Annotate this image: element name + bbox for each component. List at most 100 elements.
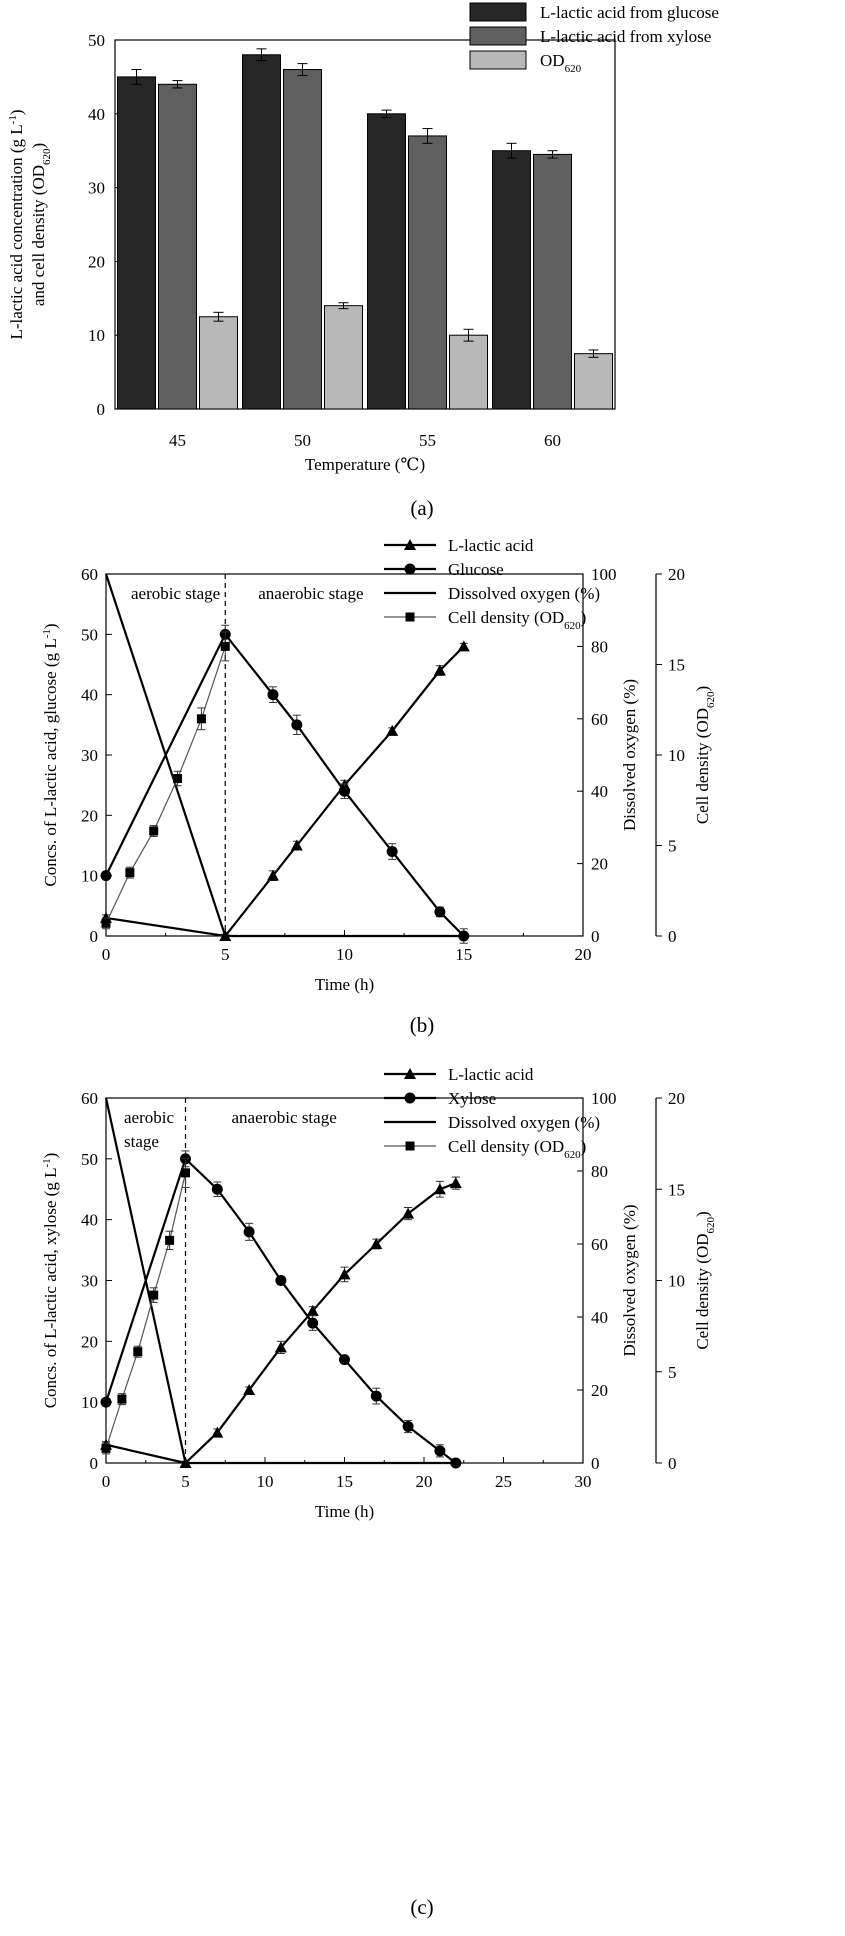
marker-square bbox=[149, 1290, 159, 1300]
legend-marker bbox=[404, 539, 416, 550]
plot-frame bbox=[114, 39, 616, 410]
y-right1-tick-label: 100 bbox=[591, 565, 617, 584]
panel-label: (a) bbox=[410, 496, 433, 520]
plot-frame bbox=[105, 573, 584, 937]
label-part: 620 bbox=[705, 1217, 717, 1234]
marker-triangle bbox=[243, 1384, 256, 1395]
y-right1-tick-label: 40 bbox=[591, 782, 608, 801]
y-tick-label: 10 bbox=[81, 1393, 98, 1412]
stage-label-left: aerobic stage bbox=[131, 584, 220, 603]
x-tick-label: 0 bbox=[102, 945, 111, 964]
y-right1-tick-label: 60 bbox=[591, 1235, 608, 1254]
legend-label: Dissolved oxygen (%) bbox=[448, 1113, 600, 1132]
legend: L-lactic acid from glucose L-lactic acid … bbox=[469, 2, 719, 75]
x-tick-label: 50 bbox=[294, 431, 311, 450]
y-tick-label: 10 bbox=[88, 326, 105, 345]
y-axis-label-right2: Cell density (OD620) bbox=[693, 1211, 717, 1349]
x-tick-label: 55 bbox=[419, 431, 436, 450]
marker-square bbox=[165, 1235, 175, 1245]
panel-a: 0 10 20 30 40 50 45 50 55 60 Temperature (℃) L-lact… bbox=[7, 2, 719, 520]
legend-label: OD620 bbox=[540, 51, 582, 75]
x-tick-label: 15 bbox=[336, 1472, 353, 1491]
label-part: Xylose bbox=[448, 1089, 496, 1108]
label-part: L-lactic acid from xylose bbox=[540, 27, 711, 46]
label-part: 620 bbox=[564, 1149, 581, 1161]
label-part: -1 bbox=[41, 629, 53, 638]
legend-marker bbox=[405, 612, 415, 622]
panel-c: 0 5 10 15 20 25 300102030405060020406080100051… bbox=[41, 1065, 717, 1919]
legend-label: L-lactic acid from xylose bbox=[540, 27, 711, 46]
label-part: ) bbox=[7, 109, 26, 115]
y-axis-label-line2: and cell density (OD620) bbox=[29, 143, 53, 306]
x-tick-label: 0 bbox=[102, 1472, 111, 1491]
label-part: Cell density (OD bbox=[693, 1234, 712, 1350]
y-right2-tick-label: 20 bbox=[668, 565, 685, 584]
marker-square bbox=[196, 714, 206, 724]
marker-circle bbox=[339, 785, 350, 797]
legend-label: Glucose bbox=[448, 560, 504, 579]
x-axis-label: Time (h) bbox=[315, 1502, 374, 1521]
y-right1-tick-label: 0 bbox=[591, 1454, 600, 1473]
y-tick-label: 50 bbox=[81, 1150, 98, 1169]
y-right2-tick-label: 0 bbox=[668, 927, 677, 946]
stage-label-left-line2: stage bbox=[124, 1132, 159, 1151]
marker-triangle bbox=[338, 1268, 351, 1280]
legend-label: Dissolved oxygen (%) bbox=[448, 584, 600, 603]
marker-circle bbox=[386, 846, 398, 858]
x-tick-label: 45 bbox=[169, 431, 186, 450]
marker-circle bbox=[243, 1226, 255, 1238]
bar bbox=[533, 153, 572, 410]
y-tick-label: 50 bbox=[88, 31, 105, 50]
legend-marker bbox=[405, 1141, 415, 1151]
label-part: -1 bbox=[41, 1158, 53, 1167]
x-tick-label: 10 bbox=[257, 1472, 274, 1491]
y-tick-label: 60 bbox=[81, 565, 98, 584]
y-axis-label-right1: Dissolved oxygen (%) bbox=[620, 1204, 639, 1356]
legend-label: Cell density (OD620) bbox=[448, 608, 586, 632]
series-line bbox=[105, 646, 226, 924]
y-right2-tick-label: 5 bbox=[668, 837, 677, 856]
panel-label: (b) bbox=[410, 1013, 435, 1037]
bar bbox=[492, 150, 531, 410]
bar bbox=[449, 334, 488, 410]
legend-marker bbox=[404, 1068, 416, 1079]
bar bbox=[199, 316, 238, 410]
y-tick-label: 30 bbox=[81, 746, 98, 765]
label-part: ) bbox=[693, 686, 712, 692]
legend-label: Cell density (OD620) bbox=[448, 1137, 586, 1161]
bar bbox=[367, 113, 406, 410]
bar bbox=[242, 54, 281, 410]
marker-square bbox=[117, 1394, 127, 1404]
marker-square bbox=[101, 918, 111, 928]
label-part: ) bbox=[693, 1211, 712, 1217]
marker-square bbox=[220, 641, 230, 651]
marker-square bbox=[125, 868, 135, 878]
y-tick-label: 60 bbox=[81, 1089, 98, 1108]
marker-triangle bbox=[402, 1207, 415, 1219]
marker-square bbox=[149, 826, 159, 836]
x-tick-label: 20 bbox=[575, 945, 592, 964]
marker-circle bbox=[100, 1396, 112, 1408]
marker-triangle bbox=[290, 839, 303, 851]
label-part: L-lactic acid bbox=[448, 1065, 534, 1084]
y-right2-tick-label: 15 bbox=[668, 656, 685, 675]
label-part: L-lactic acid bbox=[448, 536, 534, 555]
label-part: ) bbox=[581, 608, 587, 627]
label-part: ) bbox=[29, 143, 48, 149]
series-line bbox=[105, 645, 465, 938]
marker-circle bbox=[307, 1317, 319, 1329]
bar bbox=[324, 305, 363, 410]
marker-circle bbox=[434, 1445, 446, 1457]
y-tick-label: 0 bbox=[97, 400, 106, 419]
series-line bbox=[104, 1156, 457, 1464]
legend-marker bbox=[404, 563, 416, 575]
marker-circle bbox=[434, 906, 446, 918]
marker-circle bbox=[291, 719, 303, 731]
x-axis-label: Temperature (℃) bbox=[305, 455, 425, 474]
label-part: ) bbox=[41, 1153, 60, 1159]
y-right1-tick-label: 80 bbox=[591, 1162, 608, 1181]
bar bbox=[283, 69, 322, 410]
x-tick-label: 60 bbox=[544, 431, 561, 450]
x-tick-label: 5 bbox=[181, 1472, 190, 1491]
legend-label: L-lactic acid bbox=[448, 536, 534, 555]
